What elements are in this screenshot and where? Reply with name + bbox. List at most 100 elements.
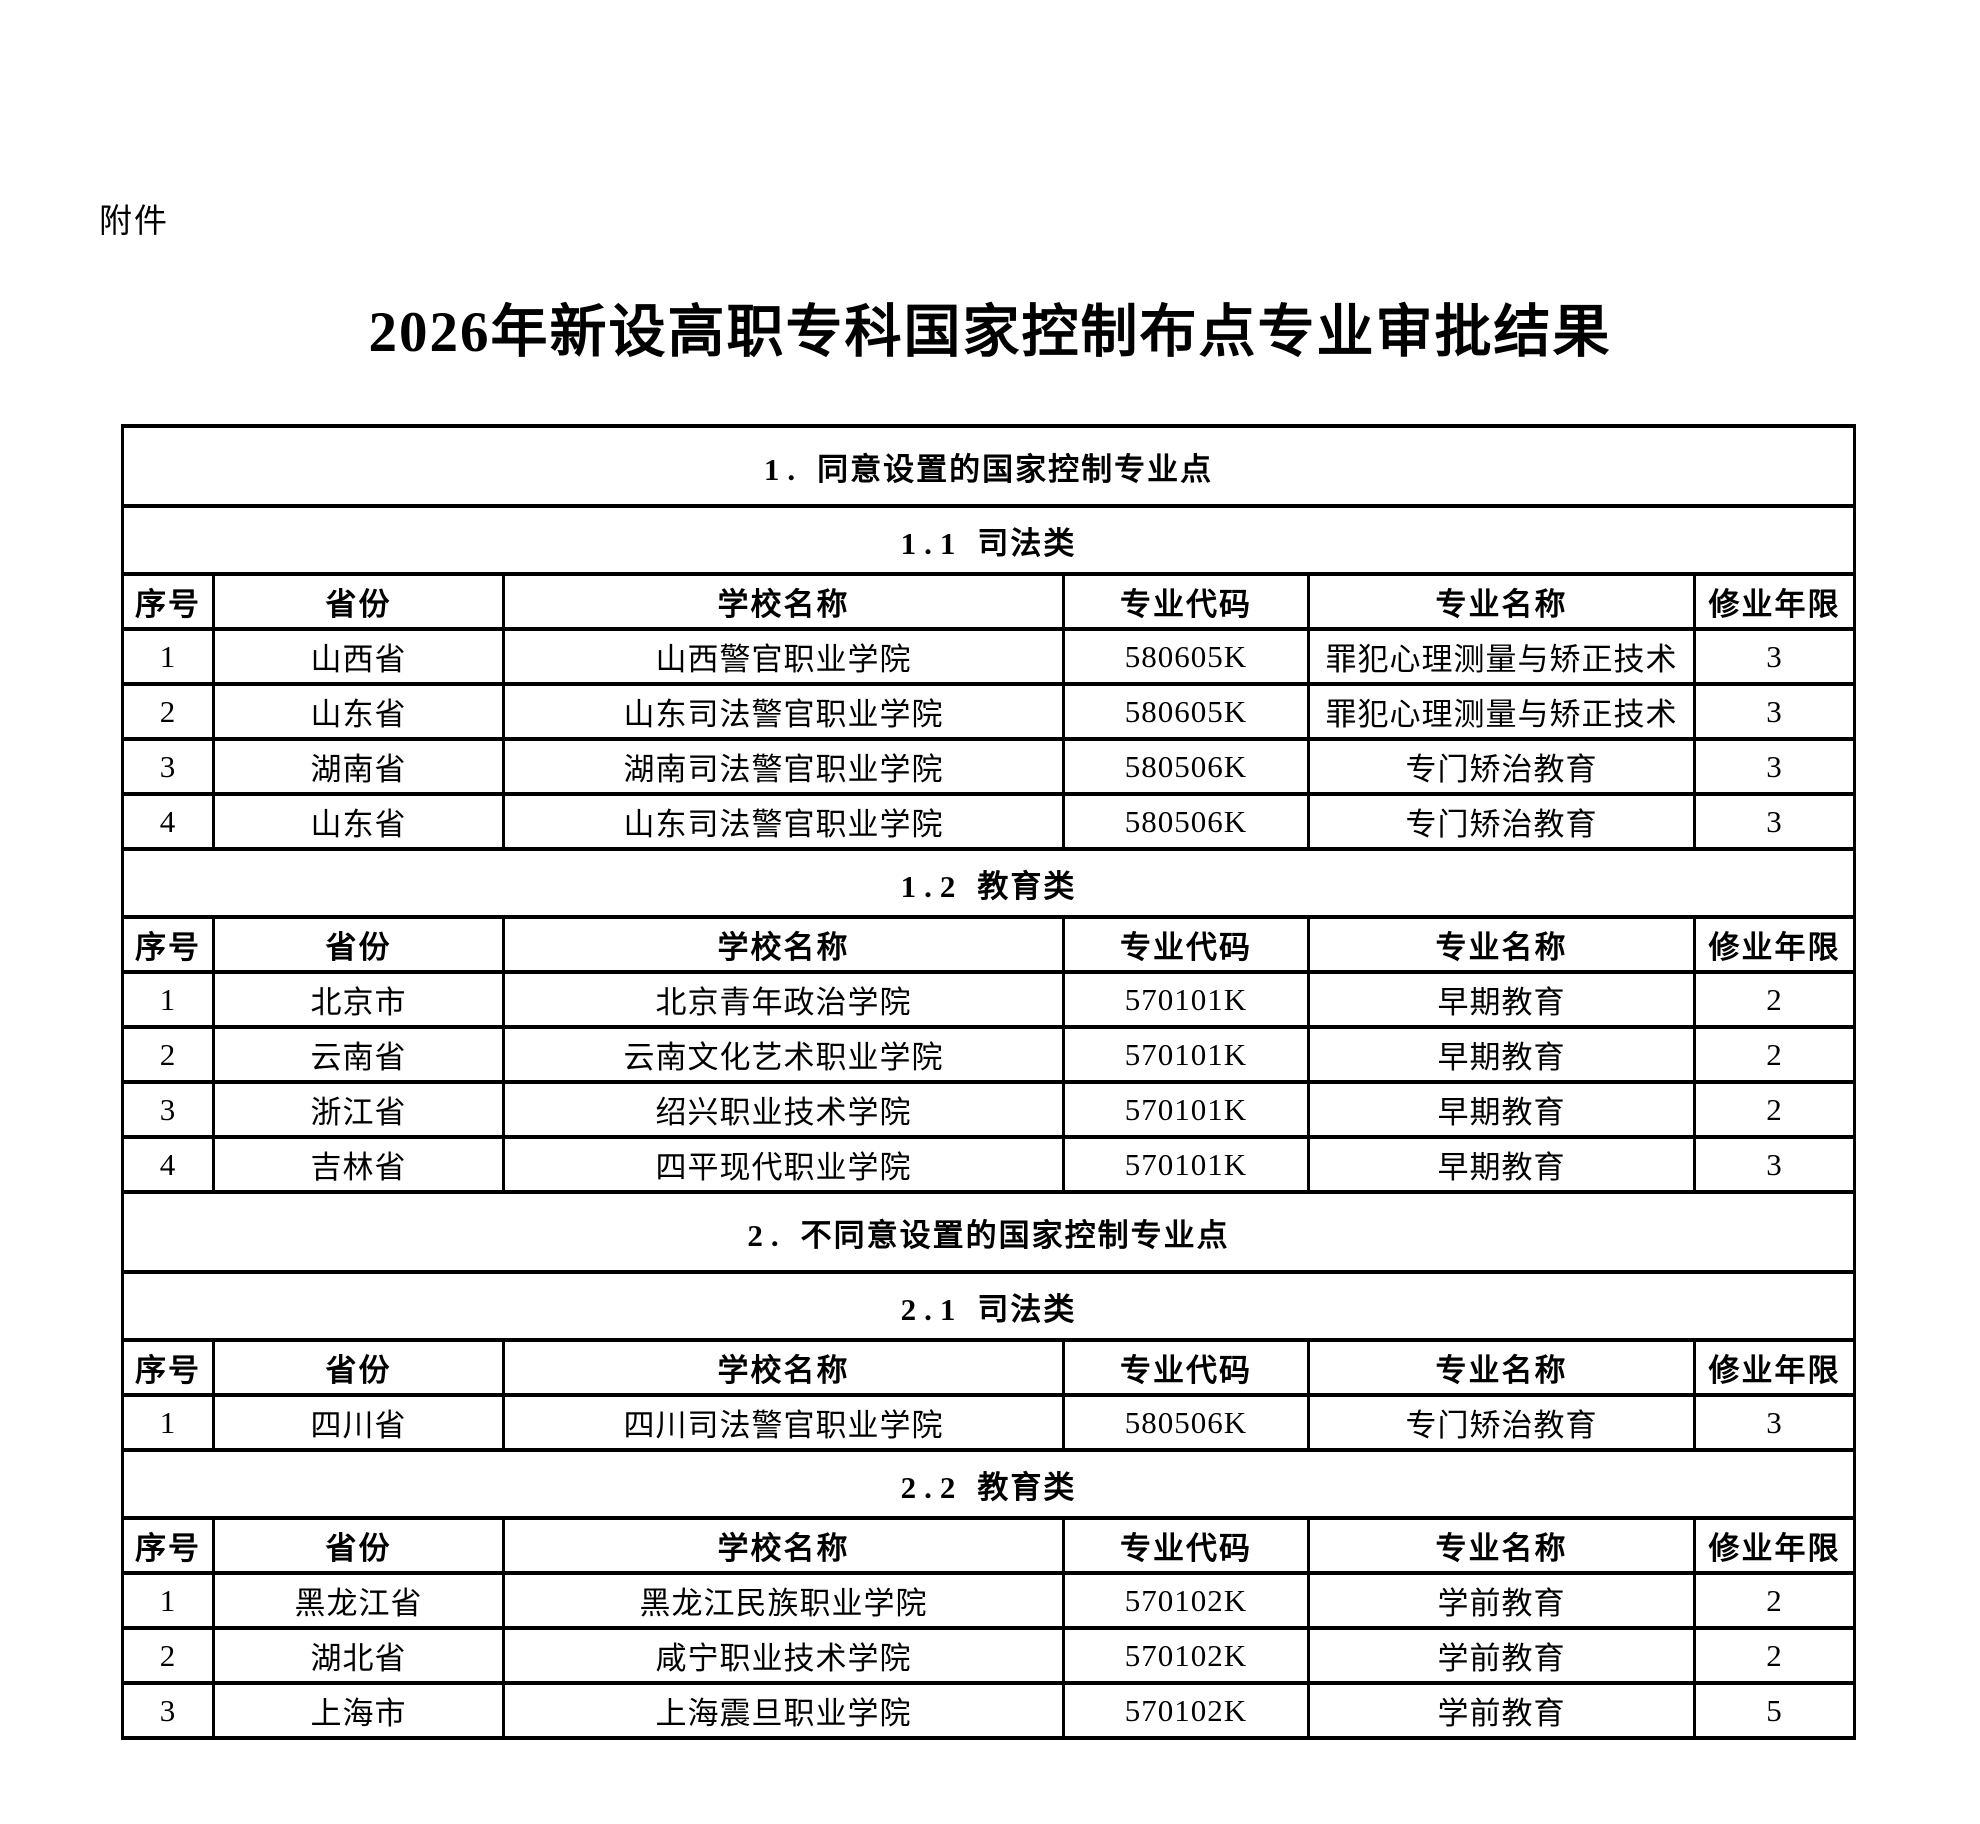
cell-school: 上海震旦职业学院 — [502, 1681, 1065, 1740]
cell-school: 咸宁职业技术学院 — [502, 1626, 1065, 1685]
cell-major-code: 580605K — [1062, 627, 1310, 686]
cell-province: 山东省 — [212, 792, 505, 851]
table-row: 3 湖南省 湖南司法警官职业学院 580506K 专门矫治教育 3 — [121, 737, 1856, 796]
cell-duration: 5 — [1693, 1681, 1856, 1740]
subsection-row: 2.1 司法类 — [121, 1270, 1856, 1342]
table-row: 3 上海市 上海震旦职业学院 570102K 学前教育 5 — [121, 1681, 1856, 1740]
table-row: 1 北京市 北京青年政治学院 570101K 早期教育 2 — [121, 970, 1856, 1029]
col-header-major-code: 专业代码 — [1062, 1338, 1310, 1397]
col-header-index: 序号 — [121, 915, 215, 974]
cell-school: 湖南司法警官职业学院 — [502, 737, 1065, 796]
col-header-major-name: 专业名称 — [1307, 1338, 1696, 1397]
subsection-heading-title: 教育类 — [977, 868, 1077, 904]
cell-province: 上海市 — [212, 1681, 505, 1740]
col-header-duration: 修业年限 — [1693, 572, 1856, 631]
cell-index: 1 — [121, 1393, 215, 1452]
column-header-row: 序号 省份 学校名称 专业代码 专业名称 修业年限 — [121, 915, 1856, 974]
cell-major-name: 学前教育 — [1307, 1626, 1696, 1685]
cell-index: 1 — [121, 970, 215, 1029]
section-heading-title: 同意设置的国家控制专业点 — [817, 451, 1214, 487]
cell-major-name: 学前教育 — [1307, 1571, 1696, 1630]
col-header-province: 省份 — [212, 1516, 505, 1575]
cell-major-code: 570101K — [1062, 1080, 1310, 1139]
cell-province: 北京市 — [212, 970, 505, 1029]
cell-major-name: 专门矫治教育 — [1307, 737, 1696, 796]
col-header-index: 序号 — [121, 1516, 215, 1575]
cell-index: 2 — [121, 1025, 215, 1084]
cell-major-code: 570102K — [1062, 1681, 1310, 1740]
subsection-heading-number: 1.1 — [900, 525, 964, 561]
cell-major-code: 580506K — [1062, 1393, 1310, 1452]
col-header-major-name: 专业名称 — [1307, 572, 1696, 631]
cell-major-code: 570101K — [1062, 1025, 1310, 1084]
cell-major-code: 580506K — [1062, 792, 1310, 851]
subsection-row: 1.1 司法类 — [121, 504, 1856, 576]
subsection-heading: 2.2 教育类 — [121, 1448, 1856, 1520]
subsection-heading-title: 司法类 — [977, 525, 1077, 561]
col-header-major-name: 专业名称 — [1307, 915, 1696, 974]
column-header-row: 序号 省份 学校名称 专业代码 专业名称 修业年限 — [121, 1338, 1856, 1397]
table-row: 2 湖北省 咸宁职业技术学院 570102K 学前教育 2 — [121, 1626, 1856, 1685]
subsection-heading-title: 司法类 — [977, 1291, 1077, 1327]
subsection-row: 2.2 教育类 — [121, 1448, 1856, 1520]
cell-province: 湖北省 — [212, 1626, 505, 1685]
subsection-heading: 2.1 司法类 — [121, 1270, 1856, 1342]
col-header-school: 学校名称 — [502, 1516, 1065, 1575]
cell-major-name: 专门矫治教育 — [1307, 792, 1696, 851]
cell-province: 浙江省 — [212, 1080, 505, 1139]
col-header-school: 学校名称 — [502, 915, 1065, 974]
cell-major-name: 学前教育 — [1307, 1681, 1696, 1740]
col-header-major-code: 专业代码 — [1062, 572, 1310, 631]
cell-index: 3 — [121, 1080, 215, 1139]
attachment-label: 附件 — [99, 202, 169, 239]
section-heading-number: 2. — [747, 1217, 787, 1253]
cell-school: 四川司法警官职业学院 — [502, 1393, 1065, 1452]
col-header-province: 省份 — [212, 1338, 505, 1397]
document-title: 2026年新设高职专科国家控制布点专业审批结果 — [368, 301, 1612, 364]
cell-major-name: 早期教育 — [1307, 970, 1696, 1029]
cell-school: 北京青年政治学院 — [502, 970, 1065, 1029]
cell-major-name: 罪犯心理测量与矫正技术 — [1307, 682, 1696, 741]
table-row: 3 浙江省 绍兴职业技术学院 570101K 早期教育 2 — [121, 1080, 1856, 1139]
subsection-row: 1.2 教育类 — [121, 847, 1856, 919]
cell-index: 2 — [121, 682, 215, 741]
table-row: 1 黑龙江省 黑龙江民族职业学院 570102K 学前教育 2 — [121, 1571, 1856, 1630]
col-header-major-code: 专业代码 — [1062, 915, 1310, 974]
cell-province: 云南省 — [212, 1025, 505, 1084]
column-header-row: 序号 省份 学校名称 专业代码 专业名称 修业年限 — [121, 1516, 1856, 1575]
cell-index: 3 — [121, 737, 215, 796]
col-header-major-code: 专业代码 — [1062, 1516, 1310, 1575]
cell-major-name: 罪犯心理测量与矫正技术 — [1307, 627, 1696, 686]
section-heading: 1. 同意设置的国家控制专业点 — [121, 424, 1856, 508]
table-row: 4 吉林省 四平现代职业学院 570101K 早期教育 3 — [121, 1135, 1856, 1194]
table-row: 4 山东省 山东司法警官职业学院 580506K 专门矫治教育 3 — [121, 792, 1856, 851]
cell-duration: 2 — [1693, 970, 1856, 1029]
cell-duration: 3 — [1693, 792, 1856, 851]
cell-major-code: 570101K — [1062, 1135, 1310, 1194]
cell-major-code: 570101K — [1062, 970, 1310, 1029]
cell-major-code: 570102K — [1062, 1571, 1310, 1630]
cell-school: 黑龙江民族职业学院 — [502, 1571, 1065, 1630]
col-header-index: 序号 — [121, 572, 215, 631]
cell-index: 2 — [121, 1626, 215, 1685]
cell-province: 山西省 — [212, 627, 505, 686]
cell-school: 云南文化艺术职业学院 — [502, 1025, 1065, 1084]
cell-duration: 3 — [1693, 682, 1856, 741]
table-row: 1 四川省 四川司法警官职业学院 580506K 专门矫治教育 3 — [121, 1393, 1856, 1452]
cell-province: 黑龙江省 — [212, 1571, 505, 1630]
table-row: 2 云南省 云南文化艺术职业学院 570101K 早期教育 2 — [121, 1025, 1856, 1084]
approval-table-wrap: 1. 同意设置的国家控制专业点 1.1 司法类 序号 省份 学校名称 专业代码 专业名称 修业年限… — [121, 424, 1856, 1740]
cell-school: 山西警官职业学院 — [502, 627, 1065, 686]
cell-duration: 2 — [1693, 1080, 1856, 1139]
table-row: 1 山西省 山西警官职业学院 580605K 罪犯心理测量与矫正技术 3 — [121, 627, 1856, 686]
col-header-duration: 修业年限 — [1693, 915, 1856, 974]
col-header-duration: 修业年限 — [1693, 1516, 1856, 1575]
cell-duration: 3 — [1693, 627, 1856, 686]
column-header-row: 序号 省份 学校名称 专业代码 专业名称 修业年限 — [121, 572, 1856, 631]
cell-index: 4 — [121, 1135, 215, 1194]
cell-major-name: 早期教育 — [1307, 1080, 1696, 1139]
subsection-heading-number: 2.2 — [900, 1469, 964, 1505]
cell-index: 1 — [121, 1571, 215, 1630]
col-header-school: 学校名称 — [502, 1338, 1065, 1397]
